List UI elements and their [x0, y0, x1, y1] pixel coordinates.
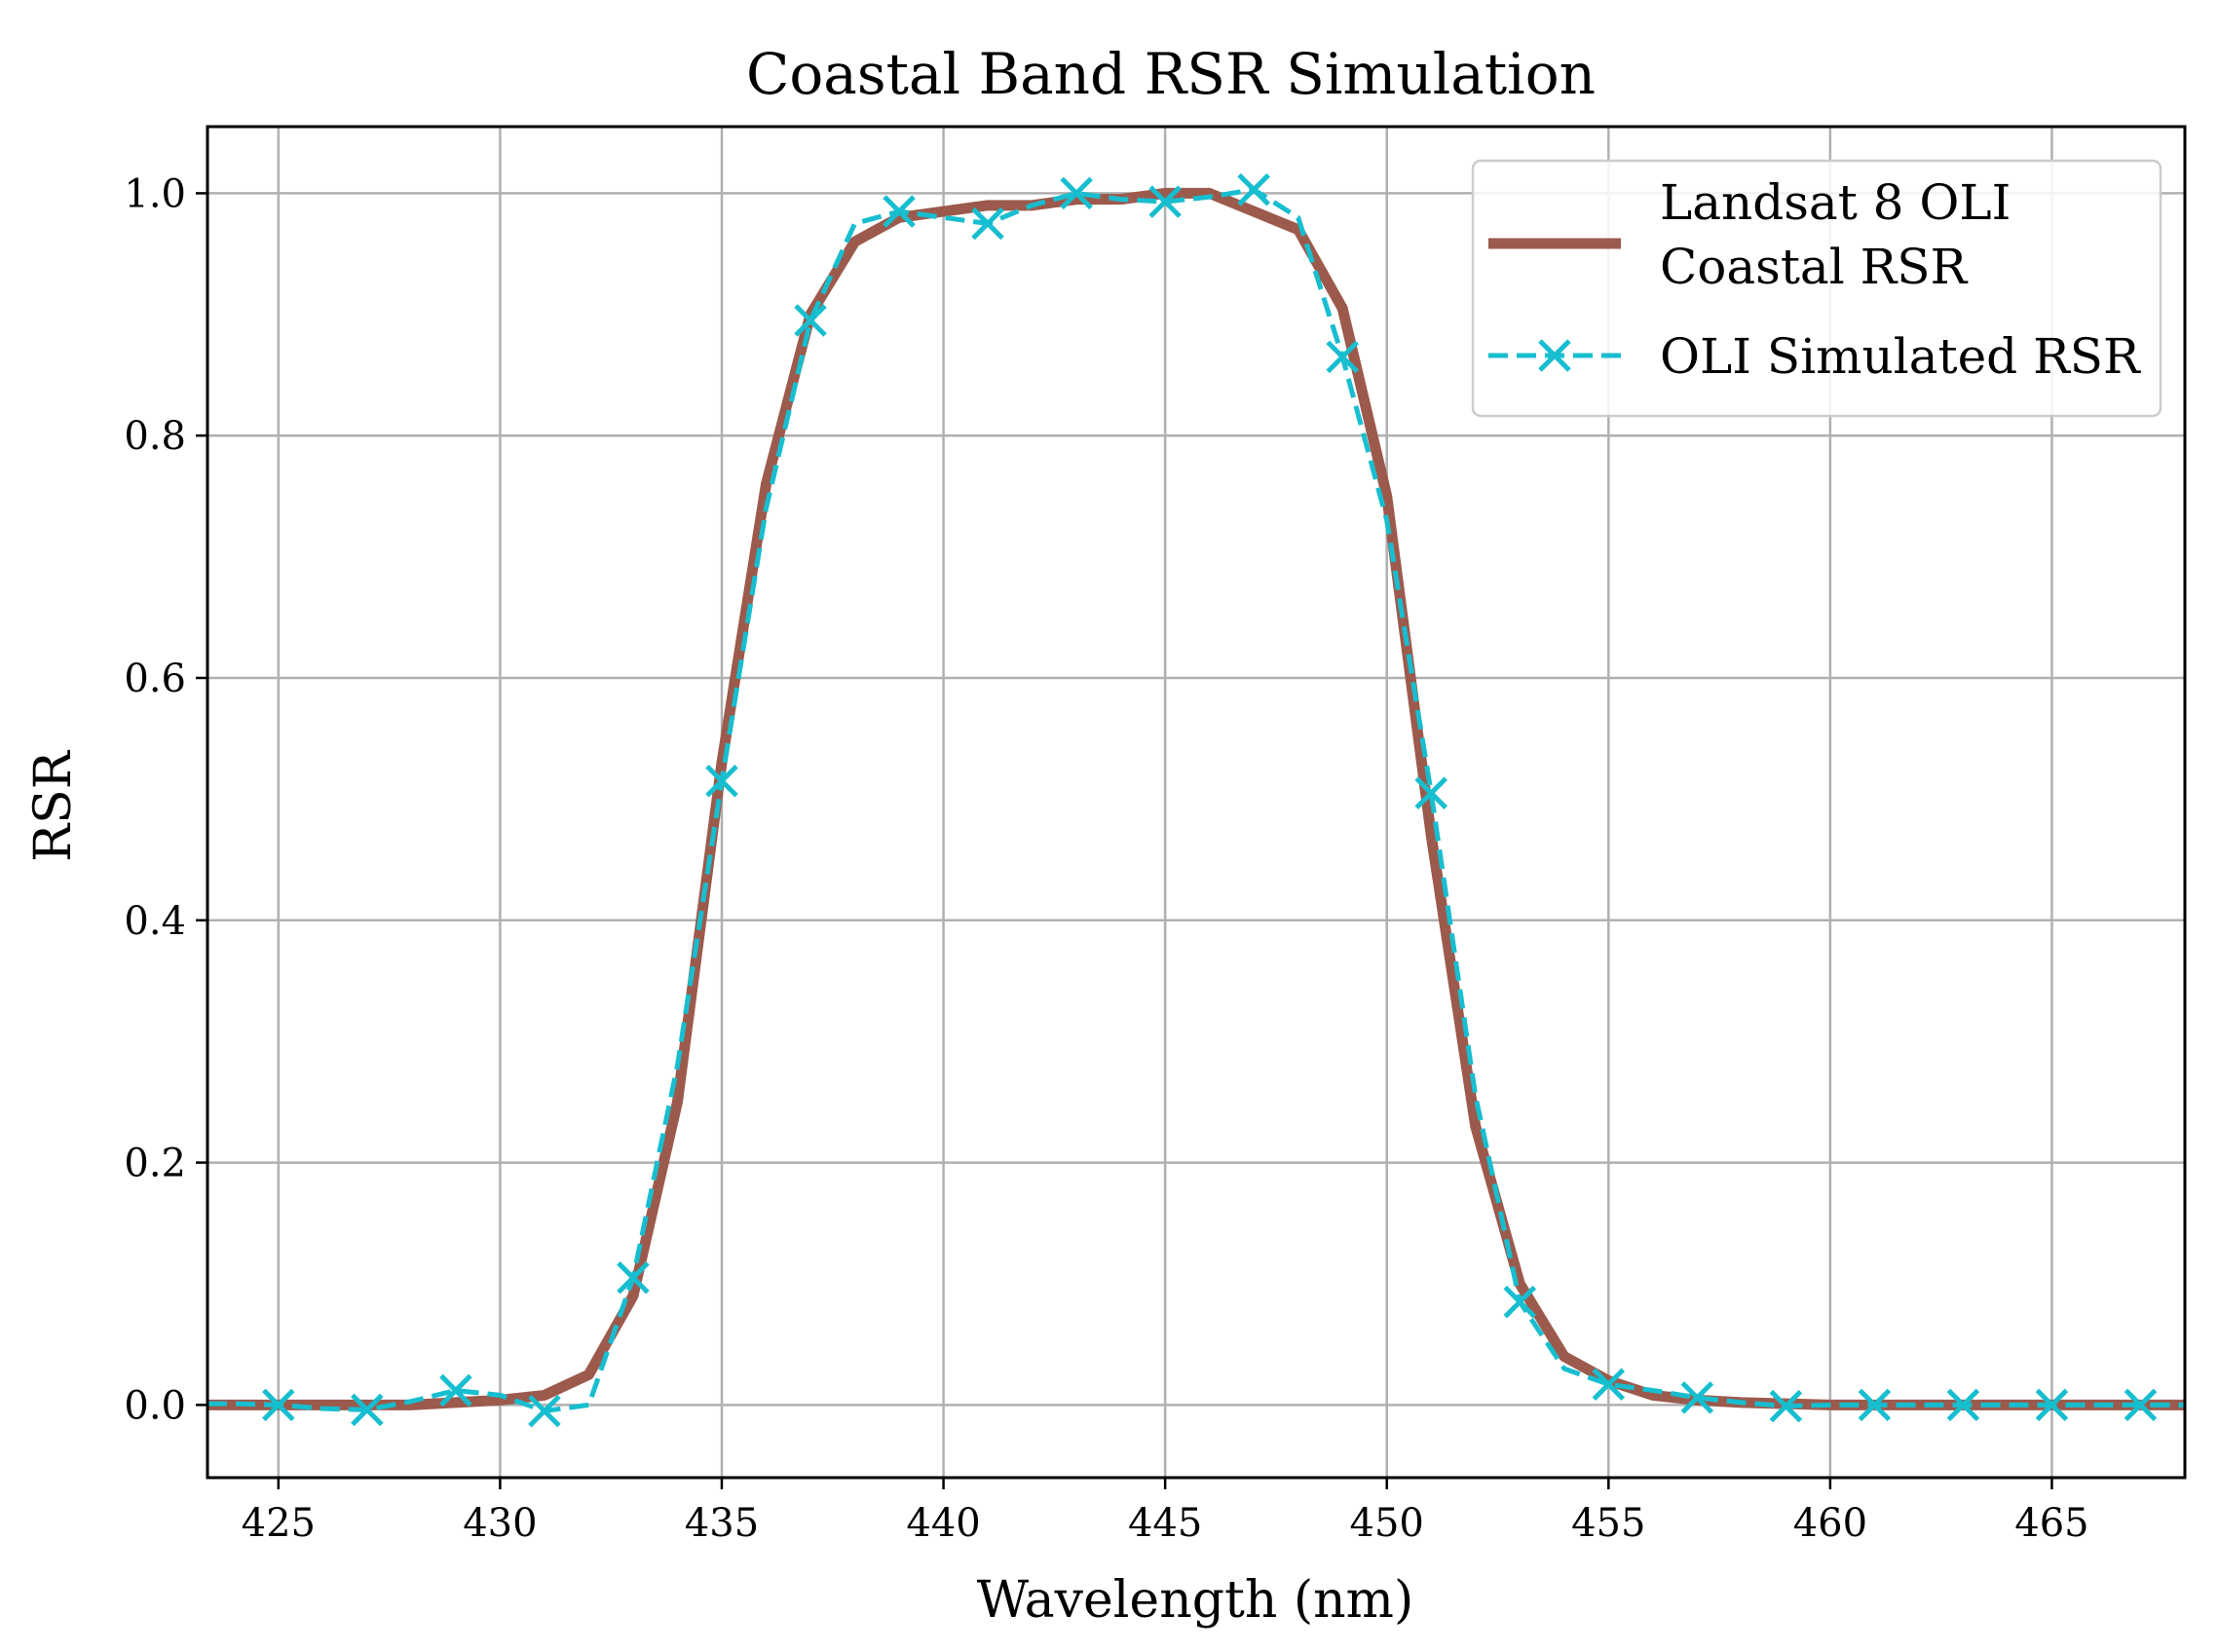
legend-label-landsat8-oli-coastal-rsr: Landsat 8 OLI [1660, 174, 2011, 231]
x-axis-label: Wavelength (nm) [977, 1571, 1414, 1630]
x-tick-label: 465 [2014, 1501, 2088, 1546]
x-tick-label: 430 [463, 1501, 537, 1546]
y-tick-label: 0.6 [124, 657, 186, 701]
data-point-marker [2124, 1388, 2158, 1422]
data-point-marker [528, 1394, 561, 1428]
plot-frame [206, 125, 2187, 1480]
data-point-marker [1592, 1368, 1626, 1401]
chart-title: Coastal Band RSR Simulation [746, 41, 1596, 107]
x-tick-label: 440 [906, 1501, 980, 1546]
legend-box [1471, 159, 2162, 418]
data-point-marker [2035, 1388, 2069, 1422]
data-point-marker [1946, 1388, 1980, 1422]
x-tick-label: 435 [685, 1501, 759, 1546]
legend-marker-oli-simulated-rsr [1538, 339, 1571, 372]
y-tick-label: 0.8 [124, 414, 186, 459]
data-point-marker [1237, 172, 1270, 206]
legend: Landsat 8 OLI Coastal RSR OLI Simulated RS… [1471, 159, 2162, 418]
data-point-marker [705, 764, 738, 798]
data-point-marker [1680, 1381, 1714, 1414]
data-point-marker [1858, 1388, 1892, 1422]
series-layer [207, 172, 2185, 1428]
y-tick-label: 1.0 [124, 171, 186, 216]
data-point-marker [883, 195, 916, 228]
series-oli-simulated-rsr-line [207, 187, 2185, 1414]
data-point-marker [971, 206, 1004, 241]
grid [207, 127, 2185, 1478]
legend-label-oli-simulated-rsr: OLI Simulated RSR [1660, 328, 2141, 385]
data-point-marker [351, 1393, 384, 1427]
data-point-marker [1148, 185, 1182, 218]
data-point-marker [617, 1260, 650, 1295]
y-tick-label: 0.2 [124, 1142, 186, 1186]
data-point-marker [1414, 776, 1448, 809]
x-tick-label: 460 [1793, 1501, 1867, 1546]
data-point-marker [794, 304, 827, 337]
x-tick-label: 450 [1350, 1501, 1424, 1546]
data-point-marker [439, 1373, 472, 1408]
data-point-marker [1326, 340, 1359, 374]
data-point-marker [262, 1388, 295, 1422]
y-tick-label: 0.4 [124, 899, 186, 944]
data-point-marker [1060, 176, 1093, 210]
x-tick-label: 445 [1128, 1501, 1202, 1546]
legend-label-landsat8-oli-coastal-rsr: Coastal RSR [1660, 239, 1969, 295]
y-axis-label: RSR [24, 749, 83, 862]
y-tick-label: 0.0 [124, 1383, 186, 1428]
x-tick-label: 425 [242, 1501, 316, 1546]
axis-ticks: 425 430 435 440 445 450 455 460 465 0.0 0.2 0.4 0.6 0… [124, 171, 2088, 1546]
x-tick-label: 455 [1571, 1501, 1645, 1546]
data-point-marker [1769, 1389, 1803, 1423]
data-point-marker [1503, 1285, 1537, 1319]
